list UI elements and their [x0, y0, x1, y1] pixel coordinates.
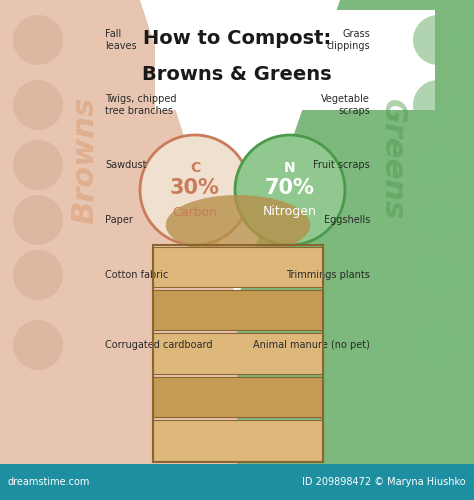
- Text: Twigs, chipped
tree branches: Twigs, chipped tree branches: [105, 94, 176, 116]
- Text: Browns & Greens: Browns & Greens: [142, 66, 332, 84]
- Text: C: C: [190, 161, 200, 175]
- Text: How to Compost:: How to Compost:: [143, 28, 331, 48]
- FancyBboxPatch shape: [153, 376, 323, 417]
- Text: Corrugated cardboard: Corrugated cardboard: [105, 340, 212, 350]
- Text: Grass
clippings: Grass clippings: [327, 29, 370, 51]
- Circle shape: [413, 140, 463, 190]
- Circle shape: [13, 15, 63, 65]
- Text: Fall
leaves: Fall leaves: [105, 29, 137, 51]
- Circle shape: [413, 320, 463, 370]
- Circle shape: [13, 250, 63, 300]
- Text: N: N: [284, 161, 296, 175]
- Text: Vegetable
scraps: Vegetable scraps: [321, 94, 370, 116]
- Circle shape: [413, 15, 463, 65]
- Circle shape: [413, 250, 463, 300]
- Text: Eggshells: Eggshells: [324, 215, 370, 225]
- Text: 30%: 30%: [170, 178, 220, 198]
- Circle shape: [13, 140, 63, 190]
- Circle shape: [413, 80, 463, 130]
- FancyBboxPatch shape: [153, 290, 323, 331]
- Text: Browns: Browns: [71, 96, 100, 224]
- Circle shape: [235, 135, 345, 245]
- Text: Fruit scraps: Fruit scraps: [313, 160, 370, 170]
- FancyBboxPatch shape: [153, 420, 323, 461]
- Circle shape: [13, 195, 63, 245]
- Circle shape: [13, 80, 63, 130]
- Circle shape: [140, 135, 250, 245]
- Text: dreamstime.com: dreamstime.com: [8, 477, 91, 487]
- Text: Carbon: Carbon: [173, 206, 218, 218]
- FancyBboxPatch shape: [155, 10, 435, 110]
- Text: Nitrogen: Nitrogen: [263, 206, 317, 218]
- Text: 70%: 70%: [265, 178, 315, 198]
- Text: Cotton fabric: Cotton fabric: [105, 270, 168, 280]
- Ellipse shape: [166, 195, 310, 255]
- Text: Trimmings plants: Trimmings plants: [286, 270, 370, 280]
- FancyBboxPatch shape: [153, 246, 323, 287]
- Circle shape: [413, 195, 463, 245]
- Circle shape: [13, 320, 63, 370]
- Polygon shape: [0, 0, 237, 464]
- FancyBboxPatch shape: [153, 334, 323, 374]
- Text: ID 209898472 © Maryna Hiushko: ID 209898472 © Maryna Hiushko: [302, 477, 466, 487]
- Text: Sawdust: Sawdust: [105, 160, 146, 170]
- FancyBboxPatch shape: [0, 464, 474, 500]
- Text: Greens: Greens: [377, 100, 407, 220]
- Polygon shape: [237, 0, 474, 464]
- Text: Paper: Paper: [105, 215, 133, 225]
- Polygon shape: [140, 0, 340, 300]
- Text: Animal manure (no pet): Animal manure (no pet): [253, 340, 370, 350]
